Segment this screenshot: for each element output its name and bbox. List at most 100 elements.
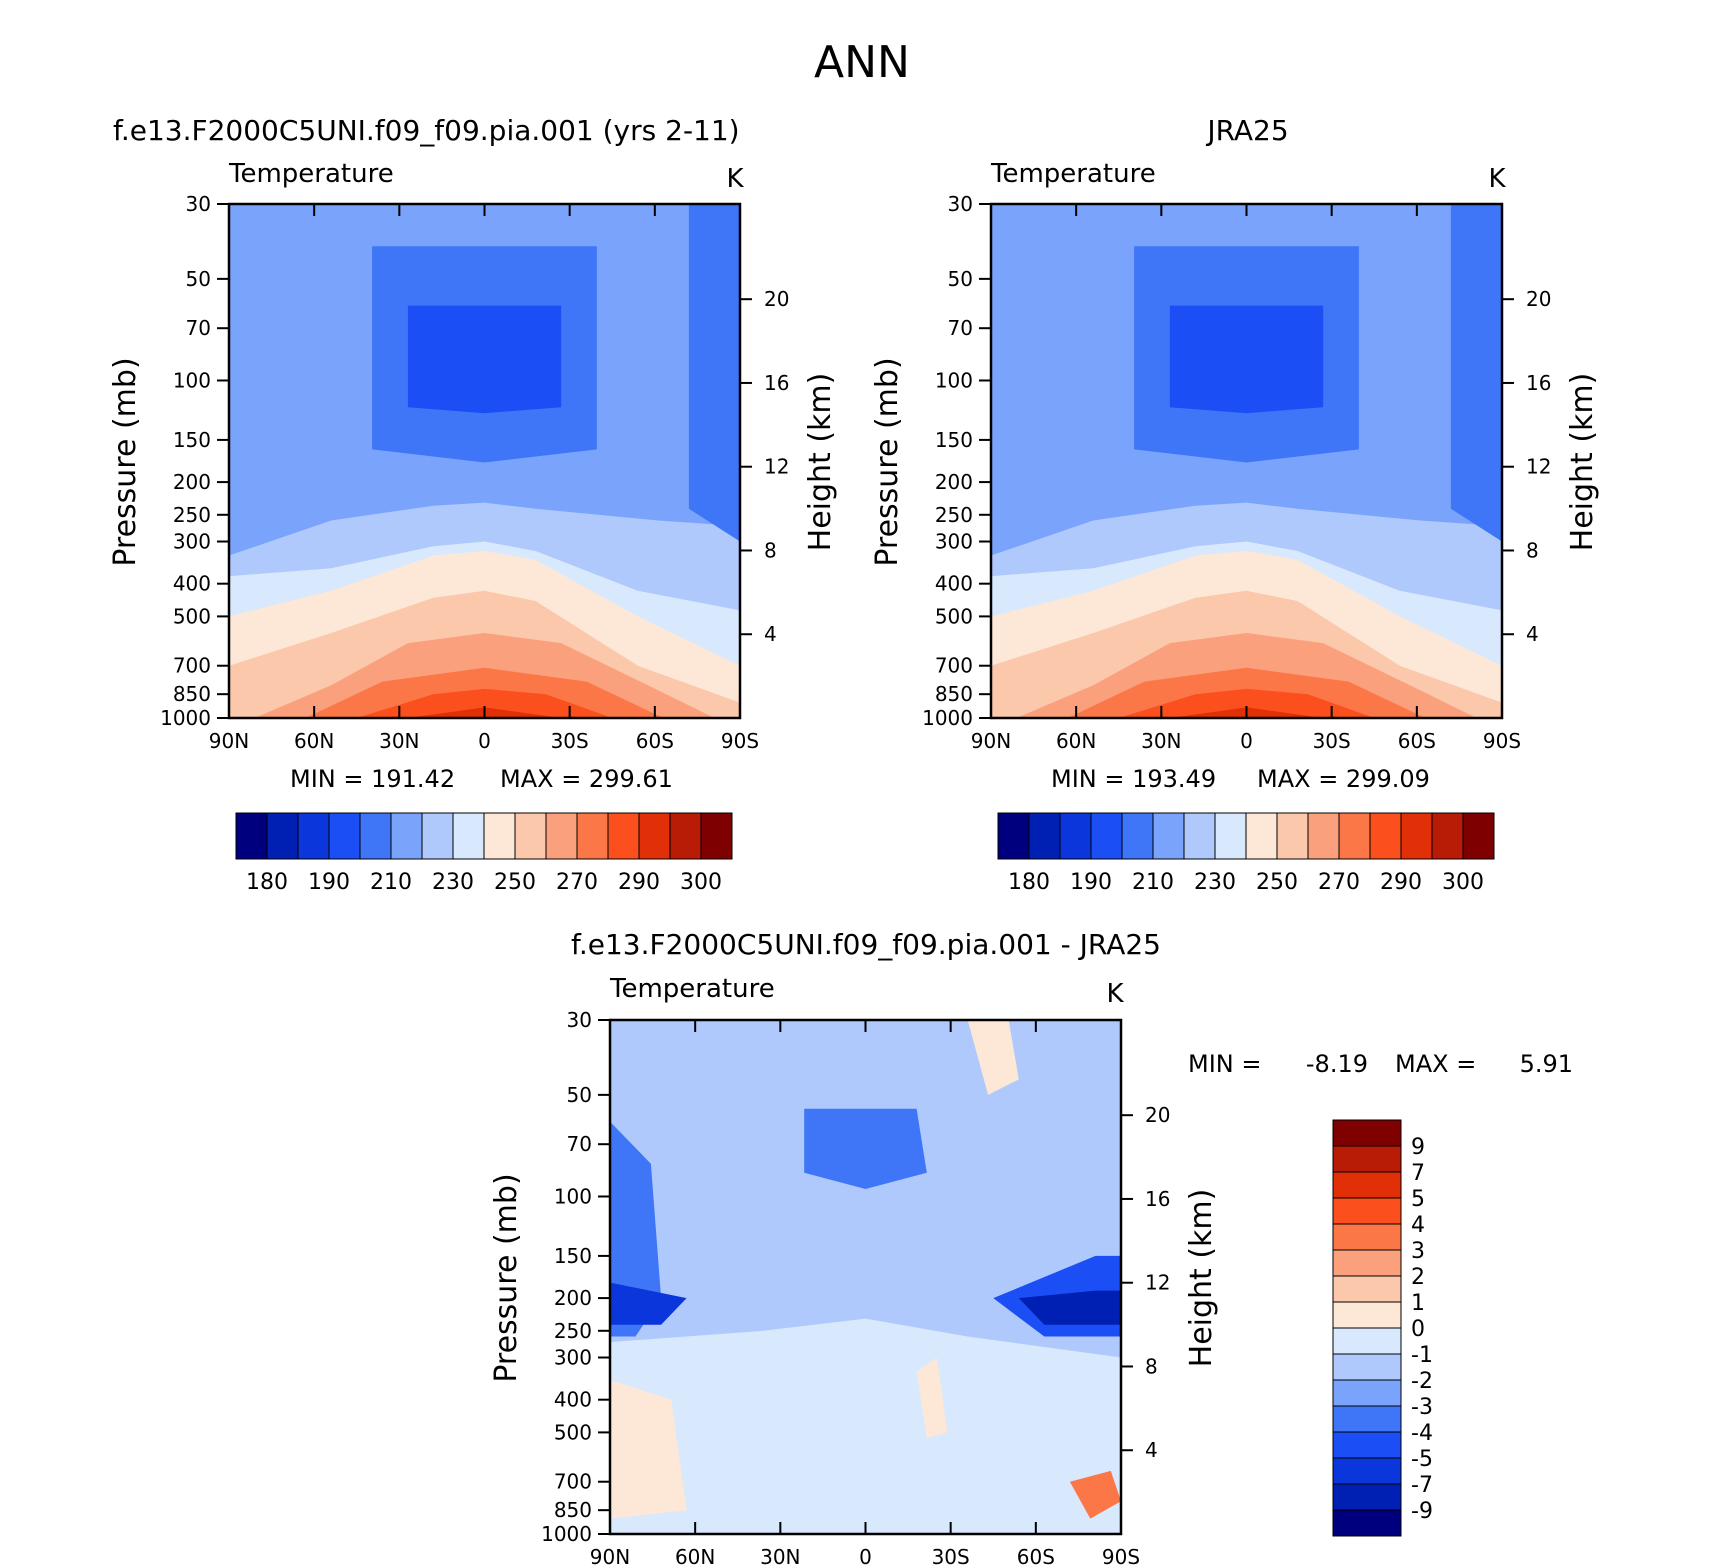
panel-obs-contours (991, 204, 1502, 718)
colorbar-cell (452, 812, 485, 860)
band-diff-pos-low-north (610, 1380, 687, 1519)
colorbar-label: -3 (1411, 1395, 1433, 1420)
colorbar-cell (997, 812, 1030, 860)
colorbar-label: 2 (1411, 1265, 1425, 1290)
colorbar-cell (1332, 1457, 1402, 1485)
y-tick-label: 300 (935, 530, 973, 554)
panel-model-contours (229, 204, 740, 718)
colorbar-label: 230 (1194, 870, 1236, 895)
y-tick-label: 400 (935, 572, 973, 596)
y-tick-label: 100 (173, 368, 211, 392)
colorbar-cell (1332, 1119, 1402, 1147)
colorbar-cell (297, 812, 330, 860)
panel-diff: f.e13.F2000C5UNI.f09_f09.pia.001 - JRA25… (489, 928, 1573, 1568)
colorbar-cell (607, 812, 640, 860)
y-tick-label: 150 (554, 1244, 592, 1268)
panel-model-axes: 90N 60N 30N 0 30S 60S 90S 30 50 70 100 150 200 250 300… (160, 192, 789, 753)
y-tick-label: 850 (935, 682, 973, 706)
band-diff-pos-south-surface (1069, 1470, 1121, 1519)
y2-tick-label: 4 (1526, 622, 1539, 646)
band-diff-0 (610, 1318, 1121, 1534)
x-tick-label: 90S (721, 729, 759, 753)
band-diff-pos-mid (916, 1357, 948, 1439)
colorbar-cell (1338, 812, 1371, 860)
y-tick-label: 850 (554, 1498, 592, 1522)
x-tick-label: 90N (209, 729, 249, 753)
colorbar-cell (1332, 1353, 1402, 1381)
colorbar-cell (483, 812, 516, 860)
colorbar-label: 180 (246, 870, 288, 895)
y-tick-label: 200 (935, 470, 973, 494)
colorbar-label: 7 (1411, 1161, 1425, 1186)
band-polar-south (1450, 204, 1502, 542)
y-tick-label: 500 (554, 1420, 592, 1444)
colorbar-label: 270 (556, 870, 598, 895)
panel-model-variable: Temperature (228, 159, 394, 189)
band-diff-neg-tropics (804, 1108, 927, 1189)
x-tick-label: 60N (1056, 729, 1096, 753)
y2-tick-label: 12 (1526, 455, 1551, 479)
colorbar-cell (235, 812, 268, 860)
panel-model-y2label: Height (km) (803, 373, 838, 552)
panel-diff-variable: Temperature (609, 974, 775, 1004)
band-diff-neg-core-north (610, 1282, 687, 1325)
y-tick-label: 700 (935, 654, 973, 678)
y-tick-label: 30 (186, 192, 211, 216)
y-tick-label: 150 (935, 428, 973, 452)
colorbar-cell (669, 812, 702, 860)
band-290 (356, 688, 613, 718)
panel-model-max: MAX = 299.61 (500, 765, 673, 793)
colorbar-cell (1332, 1171, 1402, 1199)
y2-tick-label: 4 (1145, 1438, 1158, 1462)
y-tick-label: 50 (948, 267, 973, 291)
colorbar-cell (1214, 812, 1247, 860)
y2-tick-label: 20 (764, 287, 789, 311)
x-tick-label: 60N (675, 1545, 715, 1568)
colorbar-cell (576, 812, 609, 860)
colorbar-label: 300 (1442, 870, 1484, 895)
x-tick-label: 60S (1398, 729, 1436, 753)
band-diff-neg-core-south (1018, 1290, 1121, 1325)
colorbar-label: 210 (1132, 870, 1174, 895)
colorbar-label: -7 (1411, 1473, 1433, 1498)
panel-obs-variable: Temperature (990, 159, 1156, 189)
x-tick-label: 30N (1141, 729, 1181, 753)
colorbar-label: 270 (1318, 870, 1360, 895)
colorbar-cell (1332, 1431, 1402, 1459)
x-tick-label: 90N (590, 1545, 630, 1568)
colorbar-cell (1183, 812, 1216, 860)
y-tick-label: 700 (173, 654, 211, 678)
panel-model-colorbar: 180 190 210 230 250 270 290 300 (235, 812, 733, 895)
colorbar-cell (1332, 1249, 1402, 1277)
y-tick-label: 70 (948, 316, 973, 340)
y-tick-label: 400 (554, 1388, 592, 1412)
colorbar-label: -9 (1411, 1499, 1433, 1524)
x-tick-label: 30N (379, 729, 419, 753)
panel-diff-contours (610, 1020, 1121, 1534)
band-tropopause-200 (407, 305, 562, 414)
y-tick-label: 70 (567, 1132, 592, 1156)
x-tick-label: 30N (760, 1545, 800, 1568)
y-tick-label: 70 (186, 316, 211, 340)
band-diff-pos-top (967, 1020, 1019, 1095)
colorbar-label: 290 (618, 870, 660, 895)
colorbar-cell (1332, 1509, 1402, 1537)
panel-diff-units: K (1106, 979, 1124, 1009)
y2-tick-label: 8 (764, 538, 777, 562)
panel-obs-min: MIN = 193.49 (1051, 765, 1216, 793)
colorbar-cell (1332, 1275, 1402, 1303)
colorbar-label: -5 (1411, 1447, 1433, 1472)
colorbar-label: -4 (1411, 1421, 1433, 1446)
panel-model-units: K (726, 164, 744, 194)
x-tick-label: 60S (1017, 1545, 1055, 1568)
panel-obs: JRA25 Temperature K 90N 60N 30N 0 30S 60S 90S 3… (870, 114, 1600, 895)
x-tick-label: 90S (1483, 729, 1521, 753)
y-tick-label: 30 (567, 1008, 592, 1032)
colorbar-cell (1059, 812, 1092, 860)
colorbar-label: 250 (1256, 870, 1298, 895)
y-tick-label: 250 (935, 503, 973, 527)
y-tick-label: 200 (173, 470, 211, 494)
page-title: ANN (814, 37, 910, 88)
y-tick-label: 400 (173, 572, 211, 596)
